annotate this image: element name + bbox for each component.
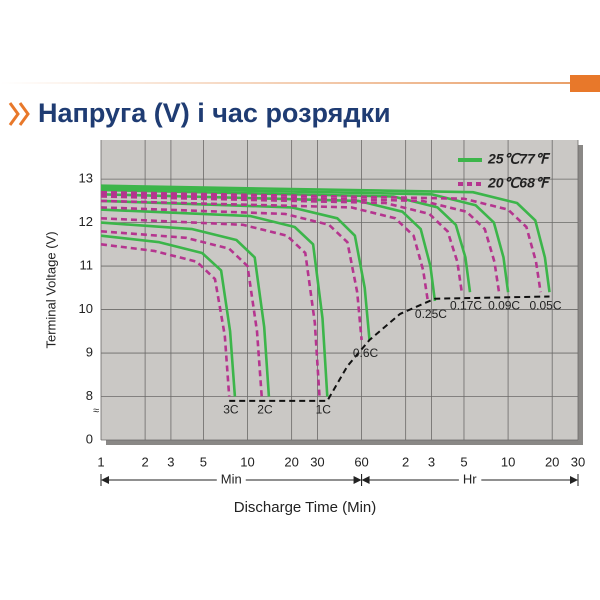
unit-label: Min — [221, 471, 242, 486]
x-tick-label: 2 — [141, 454, 148, 469]
discharge-curve — [100, 217, 321, 397]
rate-label: 0.17C — [450, 298, 482, 312]
discharge-curve — [100, 199, 371, 341]
header-line — [0, 82, 570, 84]
rate-label: 0.25C — [415, 307, 447, 321]
rate-label: 0.05C — [529, 298, 561, 312]
y-tick-label: 13 — [79, 171, 93, 186]
legend-label: 25℃77℉ — [487, 151, 551, 167]
discharge-curve — [100, 243, 231, 397]
x-tick-label: 3 — [167, 454, 174, 469]
y-tick-label: 8 — [86, 388, 93, 403]
discharge-curve — [100, 190, 542, 293]
rate-label: 2C — [257, 403, 273, 417]
discharge-curve — [100, 184, 551, 293]
x-tick-label: 20 — [284, 454, 298, 469]
x-axis-label: Discharge Time (Min) — [234, 499, 377, 516]
chevron-icon — [8, 102, 30, 126]
discharge-curve — [100, 195, 464, 293]
unit-label-bg — [458, 471, 482, 487]
rate-label: 0.6C — [353, 346, 379, 360]
x-tick-label: 1 — [97, 454, 104, 469]
x-tick-label: 30 — [571, 454, 585, 469]
cutoff-line — [229, 295, 550, 402]
discharge-curve — [100, 199, 430, 302]
legend-label: 20℃68℉ — [487, 175, 551, 191]
y-tick-label: 11 — [80, 258, 94, 273]
unit-label: Hr — [463, 471, 477, 486]
y-tick-label: 9 — [86, 344, 93, 359]
y-tick-label: 12 — [79, 214, 93, 229]
x-tick-label: 10 — [240, 454, 254, 469]
x-tick-label: 10 — [501, 454, 515, 469]
x-tick-label: 3 — [428, 454, 435, 469]
y-axis-label: Terminal Voltage (V) — [43, 231, 58, 348]
discharge-curve — [100, 221, 271, 397]
axis-break: ≈ — [93, 405, 99, 417]
discharge-curve — [100, 186, 510, 293]
discharge-curve — [100, 193, 501, 293]
rate-label: 0.09C — [488, 298, 520, 312]
x-tick-label: 5 — [460, 454, 467, 469]
unit-label-bg — [216, 471, 246, 487]
chart-title: Напруга (V) і час розрядки — [38, 98, 391, 128]
discharge-curve — [100, 208, 329, 397]
discharge-curve — [100, 234, 237, 397]
y-tick-label: 0 — [86, 431, 93, 446]
rate-label: 1C — [316, 403, 332, 417]
x-tick-label: 2 — [402, 454, 409, 469]
header-block — [570, 75, 600, 92]
discharge-curve — [100, 206, 363, 341]
x-tick-label: 20 — [545, 454, 559, 469]
x-tick-label: 5 — [200, 454, 207, 469]
x-tick-label: 60 — [354, 454, 368, 469]
x-tick-label: 30 — [310, 454, 324, 469]
y-tick-label: 10 — [79, 301, 93, 316]
discharge-curve — [100, 230, 263, 397]
rate-label: 3C — [223, 403, 239, 417]
